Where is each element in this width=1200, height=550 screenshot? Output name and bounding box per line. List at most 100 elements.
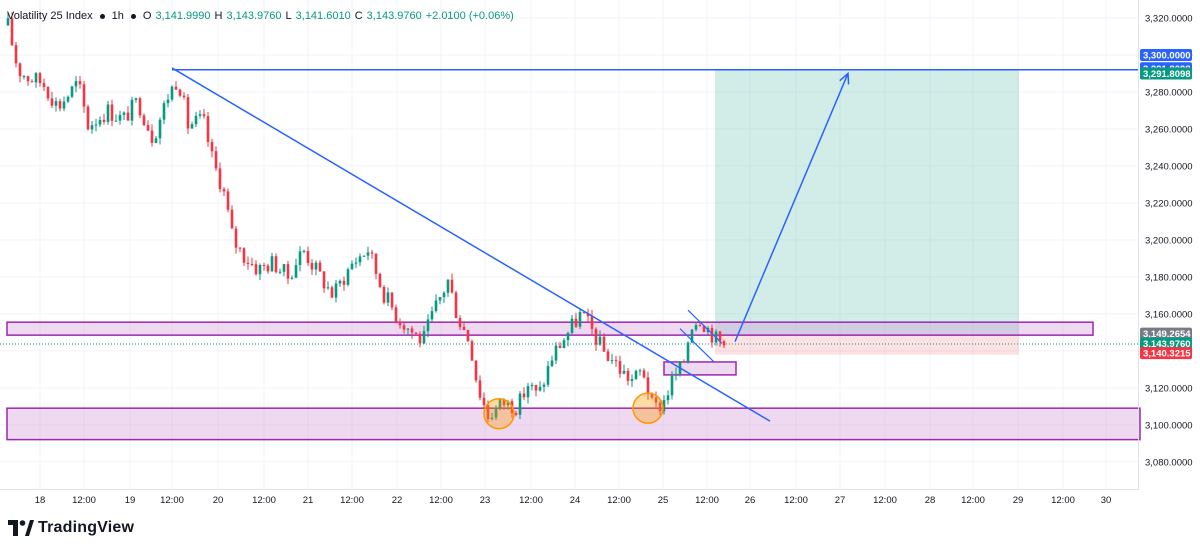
candle-body xyxy=(530,384,534,387)
candle xyxy=(718,330,722,347)
time-axis[interactable]: 18 12:00 19 12:00 20 12:00 21 12:00 22 12:00 23 12:… xyxy=(35,495,1112,506)
tradingview-logo[interactable]: TradingView xyxy=(8,519,134,537)
symbol-name[interactable]: Volatility 25 Index xyxy=(7,10,93,22)
candle-body xyxy=(130,99,134,121)
candle xyxy=(446,279,450,297)
time-tick-label: 26 xyxy=(745,495,756,506)
candle-body xyxy=(70,86,74,97)
open-value: 3,141.9990 xyxy=(155,10,211,22)
candle-body xyxy=(262,264,266,266)
candle-body xyxy=(558,345,562,348)
candle-body xyxy=(626,370,630,381)
price-tag-text: 3,143.9760 xyxy=(1143,339,1191,350)
candle xyxy=(662,395,666,415)
candle xyxy=(170,85,174,102)
candle-body xyxy=(670,375,674,396)
candle-body xyxy=(358,256,362,263)
flag-channel-lower[interactable] xyxy=(679,328,715,363)
candle-body xyxy=(78,81,82,85)
candle xyxy=(298,246,302,272)
candle-body xyxy=(422,331,426,344)
candle xyxy=(254,260,258,276)
candle xyxy=(94,118,98,132)
candle-body xyxy=(402,325,406,330)
projection-arrow[interactable] xyxy=(734,73,849,342)
candle xyxy=(634,369,638,380)
double-bottom-marker[interactable] xyxy=(632,392,664,424)
support-zone-rect[interactable] xyxy=(6,407,1141,441)
candle xyxy=(110,99,114,127)
candle xyxy=(334,279,338,303)
candle xyxy=(98,116,102,128)
candle xyxy=(230,205,234,229)
time-tick-label: 12:00 xyxy=(160,495,184,506)
candle-body xyxy=(274,256,278,273)
candle xyxy=(134,97,138,103)
time-tick-label: 12:00 xyxy=(252,495,276,506)
candle-body xyxy=(18,63,22,77)
candle xyxy=(42,78,46,91)
candle xyxy=(354,257,358,269)
candle-body xyxy=(454,292,458,319)
candle xyxy=(6,12,10,26)
timeframe-label[interactable]: 1h xyxy=(111,10,124,22)
time-tick-label: 28 xyxy=(925,495,936,506)
candle xyxy=(146,120,150,132)
candle xyxy=(270,252,274,272)
candle-body xyxy=(158,119,162,139)
candle xyxy=(202,108,206,119)
candle xyxy=(574,312,578,328)
candle-body xyxy=(366,252,370,256)
candle-body xyxy=(74,81,78,87)
candle-body xyxy=(718,331,722,342)
candle xyxy=(370,249,374,259)
candle xyxy=(74,75,78,93)
candle xyxy=(422,325,426,345)
low-label: L xyxy=(285,10,292,22)
candle xyxy=(390,292,394,311)
price-tick-label: 3,260.0000 xyxy=(1145,124,1193,135)
candle-body xyxy=(190,124,194,129)
descending-trendline[interactable] xyxy=(171,67,771,422)
candle xyxy=(518,390,522,420)
candle-body xyxy=(330,287,334,298)
target-profit-zone[interactable] xyxy=(715,69,1019,335)
candle-body xyxy=(270,256,274,272)
close-value: 3,143.9760 xyxy=(366,10,422,22)
candle-body xyxy=(666,395,670,401)
close-label: C xyxy=(354,10,363,22)
candle xyxy=(138,96,142,119)
candle xyxy=(22,74,26,80)
candle-body xyxy=(710,327,714,343)
candle-body xyxy=(634,370,638,380)
candle xyxy=(646,371,650,400)
candle-body xyxy=(186,97,190,129)
resistance-zone-rect[interactable] xyxy=(6,321,1094,336)
time-tick-label: 20 xyxy=(213,495,224,506)
time-tick-label: 12:00 xyxy=(873,495,897,506)
flag-breakout-box[interactable] xyxy=(663,361,737,376)
candle xyxy=(418,331,422,348)
candle-body xyxy=(438,297,442,301)
candle-body xyxy=(82,84,86,107)
candle-body xyxy=(550,360,554,367)
candle xyxy=(658,400,662,416)
candle-body xyxy=(178,89,182,96)
price-axis[interactable]: 3,320.0000 3,300.0000 3,280.0000 3,260.0000… xyxy=(1145,14,1193,469)
candle xyxy=(306,246,310,266)
candle xyxy=(190,121,194,129)
separator-dot-icon xyxy=(130,13,136,19)
candle-body xyxy=(114,120,118,122)
candle-body xyxy=(410,328,414,333)
candle-body xyxy=(46,87,50,99)
flag-channel-upper[interactable] xyxy=(687,309,723,344)
candle-body xyxy=(618,361,622,374)
price-tick-label: 3,220.0000 xyxy=(1145,198,1193,209)
candle xyxy=(402,321,406,334)
candle-body xyxy=(110,104,114,121)
candle-body xyxy=(494,407,498,418)
double-bottom-marker[interactable] xyxy=(483,397,515,430)
annotation-drawings[interactable] xyxy=(171,67,1138,430)
price-tags: 3,300.00003,291.80983,291.80983,149.2654… xyxy=(1140,48,1192,360)
